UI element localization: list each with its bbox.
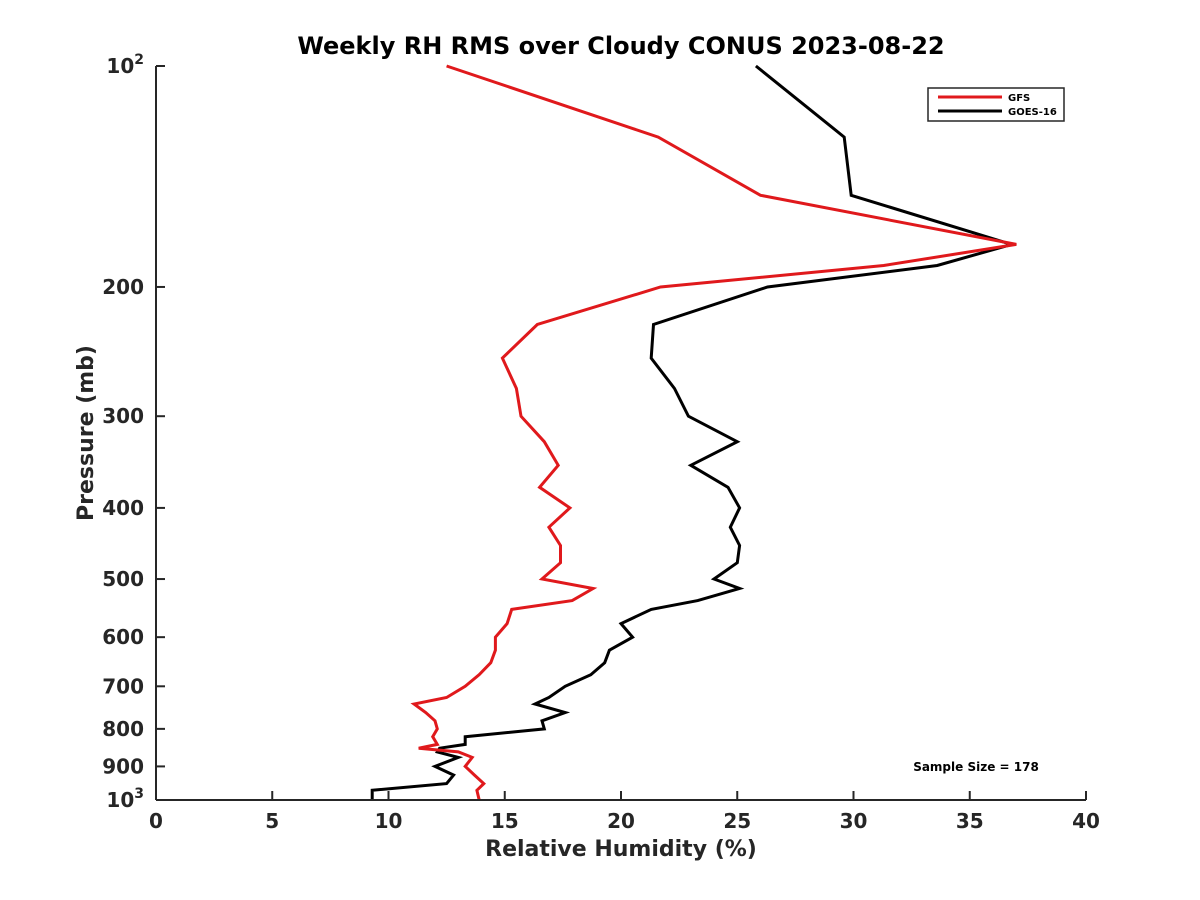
y-tick-label: 103 (106, 786, 144, 812)
legend: GFS GOES-16 (927, 87, 1065, 122)
y-tick-label: 300 (102, 404, 144, 428)
sample-size-annotation: Sample Size = 178 (913, 760, 1039, 774)
x-tick-label: 35 (956, 809, 984, 833)
y-axis-label: Pressure (mb) (74, 345, 99, 521)
x-tick-label: 10 (375, 809, 403, 833)
legend-goes16-label: GOES-16 (1008, 107, 1057, 118)
x-tick-label: 15 (491, 809, 519, 833)
y-axis-ticks: 102 200 300 400 500 600 700 800 900 103 (102, 52, 165, 812)
y-tick-label: 800 (102, 717, 144, 741)
y-tick-label: 500 (102, 567, 144, 591)
y-tick-label: 200 (102, 275, 144, 299)
x-tick-label: 5 (265, 809, 279, 833)
y-tick-label: 600 (102, 625, 144, 649)
chart-title: Weekly RH RMS over Cloudy CONUS 2023-08-… (297, 32, 944, 60)
x-tick-label: 20 (607, 809, 635, 833)
legend-box (927, 87, 1065, 122)
y-tick-label: 900 (102, 754, 144, 778)
y-tick-label: 700 (102, 674, 144, 698)
legend-gfs-label: GFS (1008, 93, 1030, 104)
series-layer (370, 64, 1017, 801)
x-tick-label: 40 (1072, 809, 1100, 833)
x-axis-ticks: 0 5 10 15 20 25 30 35 40 (149, 791, 1100, 833)
x-axis-label: Relative Humidity (%) (485, 837, 757, 862)
x-tick-label: 0 (149, 809, 163, 833)
y-tick-label: 102 (106, 52, 144, 78)
y-tick-label: 400 (102, 496, 144, 520)
x-tick-label: 25 (723, 809, 751, 833)
series-line-gfs (410, 64, 1017, 801)
x-tick-label: 30 (840, 809, 868, 833)
